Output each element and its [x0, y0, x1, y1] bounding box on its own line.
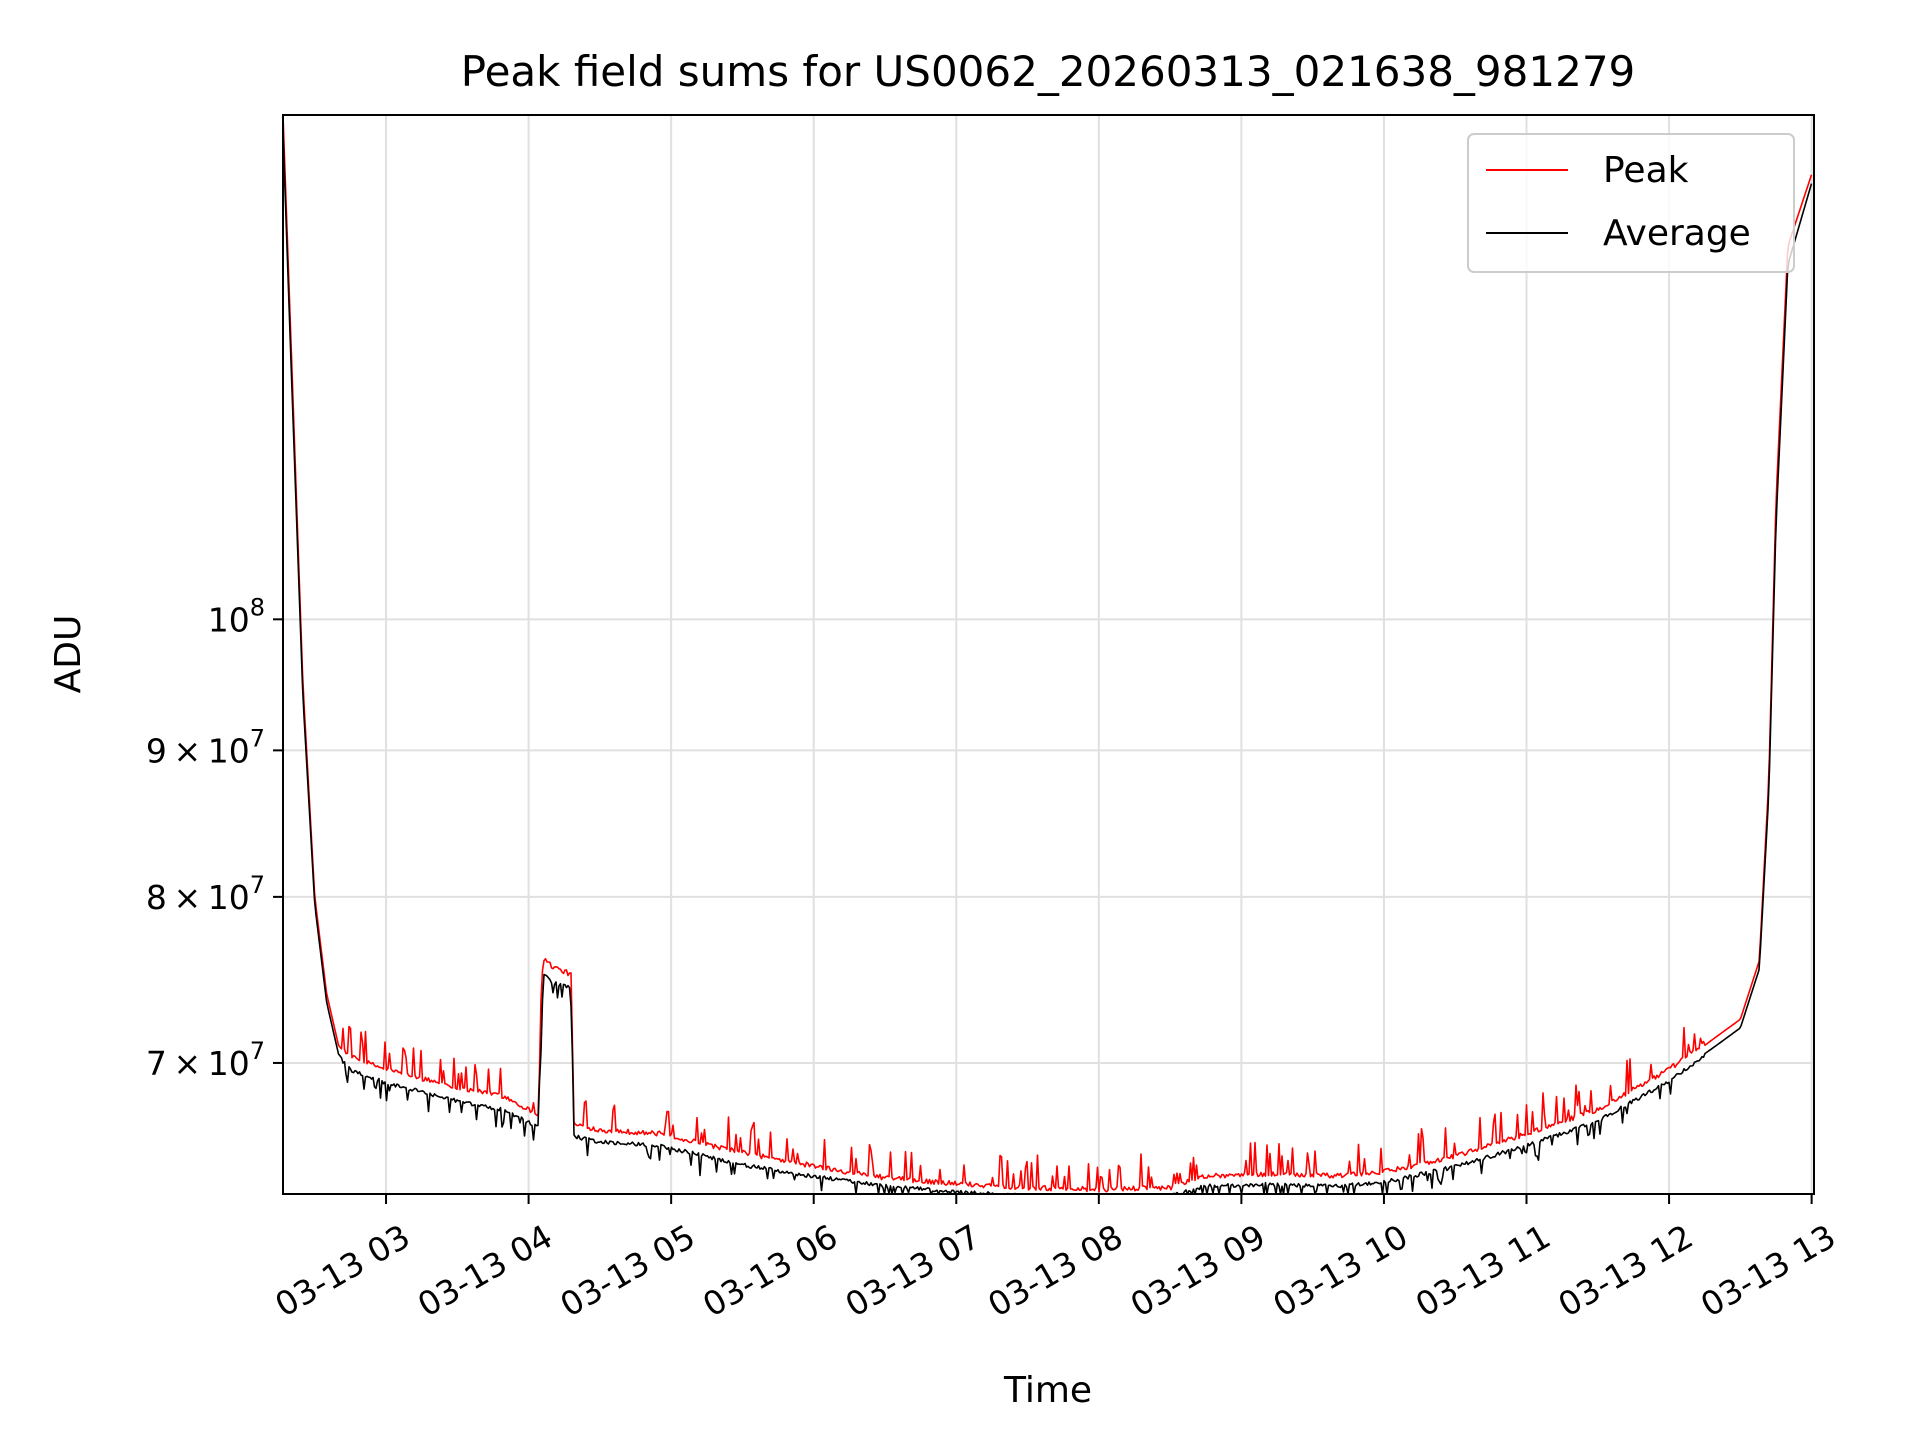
y-tick-label: 8 × 107 [146, 871, 265, 917]
plot-frame [282, 114, 1815, 1195]
y-tick-label: 108 [208, 593, 265, 639]
x-axis-label: Time [1003, 1370, 1092, 1411]
y-tick-label: 9 × 107 [146, 724, 265, 770]
grid [283, 115, 1814, 1194]
y-tick-label: 7 × 107 [146, 1037, 265, 1083]
legend: Peak Average [1467, 133, 1795, 273]
y-axis-ticks: 7 × 107 8 × 107 9 × 107 108 [146, 593, 283, 1083]
legend-box [1467, 133, 1795, 273]
legend-label-average: Average [1603, 213, 1751, 254]
y-axis-label: ADU [48, 615, 89, 694]
chart-title: Peak field sums for US0062_20260313_0216… [461, 47, 1636, 96]
legend-label-peak: Peak [1603, 150, 1689, 191]
